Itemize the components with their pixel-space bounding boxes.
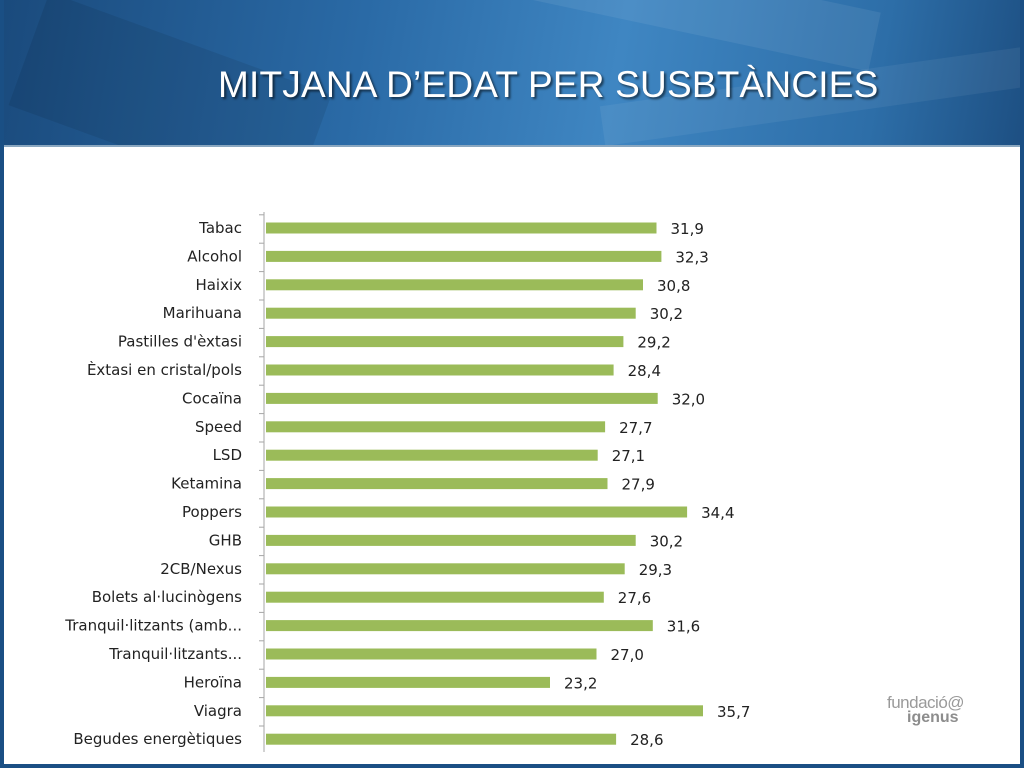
bar (266, 279, 643, 291)
data-label: 27,7 (619, 419, 652, 437)
category-label: Èxtasi en cristal/pols (87, 360, 242, 379)
category-label: Poppers (182, 503, 242, 521)
category-label: LSD (213, 446, 242, 464)
bar (266, 222, 657, 234)
category-label: Tranquil·litzants (amb... (64, 617, 242, 635)
bar (266, 364, 614, 376)
data-label: 30,2 (650, 532, 683, 550)
category-label: 2CB/Nexus (160, 560, 242, 578)
logo-line-1: fundació@ (887, 693, 965, 712)
bar (266, 421, 606, 433)
category-label: Heroïna (184, 673, 242, 691)
category-label: Speed (195, 418, 242, 436)
bar (266, 591, 604, 603)
bar (266, 392, 658, 404)
bar (266, 449, 598, 461)
data-label: 34,4 (701, 504, 734, 522)
data-label: 35,7 (717, 703, 750, 721)
data-label: 23,2 (564, 674, 597, 692)
bar (266, 478, 608, 490)
bar (266, 620, 653, 632)
slide-frame-left (0, 0, 4, 768)
data-label: 32,3 (675, 248, 708, 266)
data-label: 31,6 (667, 618, 700, 636)
bar (266, 506, 688, 518)
bar (266, 676, 550, 688)
bar (266, 733, 617, 745)
data-label: 28,4 (628, 362, 661, 380)
category-label: Viagra (194, 702, 242, 720)
data-label: 27,1 (612, 447, 645, 465)
category-label: Pastilles d'èxtasi (118, 333, 242, 351)
bar (266, 307, 636, 319)
category-label: Marihuana (163, 304, 242, 322)
category-label: GHB (209, 531, 242, 549)
slide-frame-bottom (0, 764, 1024, 768)
category-label: Tabac (198, 219, 242, 237)
data-label: 27,9 (622, 476, 655, 494)
data-label: 28,6 (630, 731, 663, 749)
data-label: 27,6 (618, 589, 651, 607)
bar (266, 336, 624, 348)
slide-frame-right (1020, 0, 1024, 768)
category-label: Ketamina (171, 475, 242, 493)
data-label: 32,0 (672, 390, 705, 408)
bar (266, 534, 636, 546)
category-label: Begudes energètiques (73, 730, 242, 748)
category-label: Haixix (195, 276, 242, 294)
fundacio-igenus-logo: fundació@ igenus (887, 693, 977, 729)
header-banner: MITJANA D’EDAT PER SUSBTÀNCIES (0, 0, 1024, 147)
data-label: 29,2 (637, 334, 670, 352)
category-label: Bolets al·lucinògens (92, 588, 242, 606)
bar (266, 563, 625, 575)
data-label: 27,0 (611, 646, 644, 664)
bar (266, 250, 662, 262)
logo-line-2: igenus (907, 709, 959, 726)
page-title: MITJANA D’EDAT PER SUSBTÀNCIES (218, 64, 879, 105)
data-label: 30,2 (650, 305, 683, 323)
category-label: Alcohol (187, 247, 242, 265)
data-label: 30,8 (657, 277, 690, 295)
category-label: Cocaïna (182, 389, 242, 407)
bar (266, 705, 703, 717)
bar (266, 648, 597, 660)
data-label: 31,9 (671, 220, 704, 238)
category-label: Tranquil·litzants... (108, 645, 242, 663)
data-label: 29,3 (639, 561, 672, 579)
